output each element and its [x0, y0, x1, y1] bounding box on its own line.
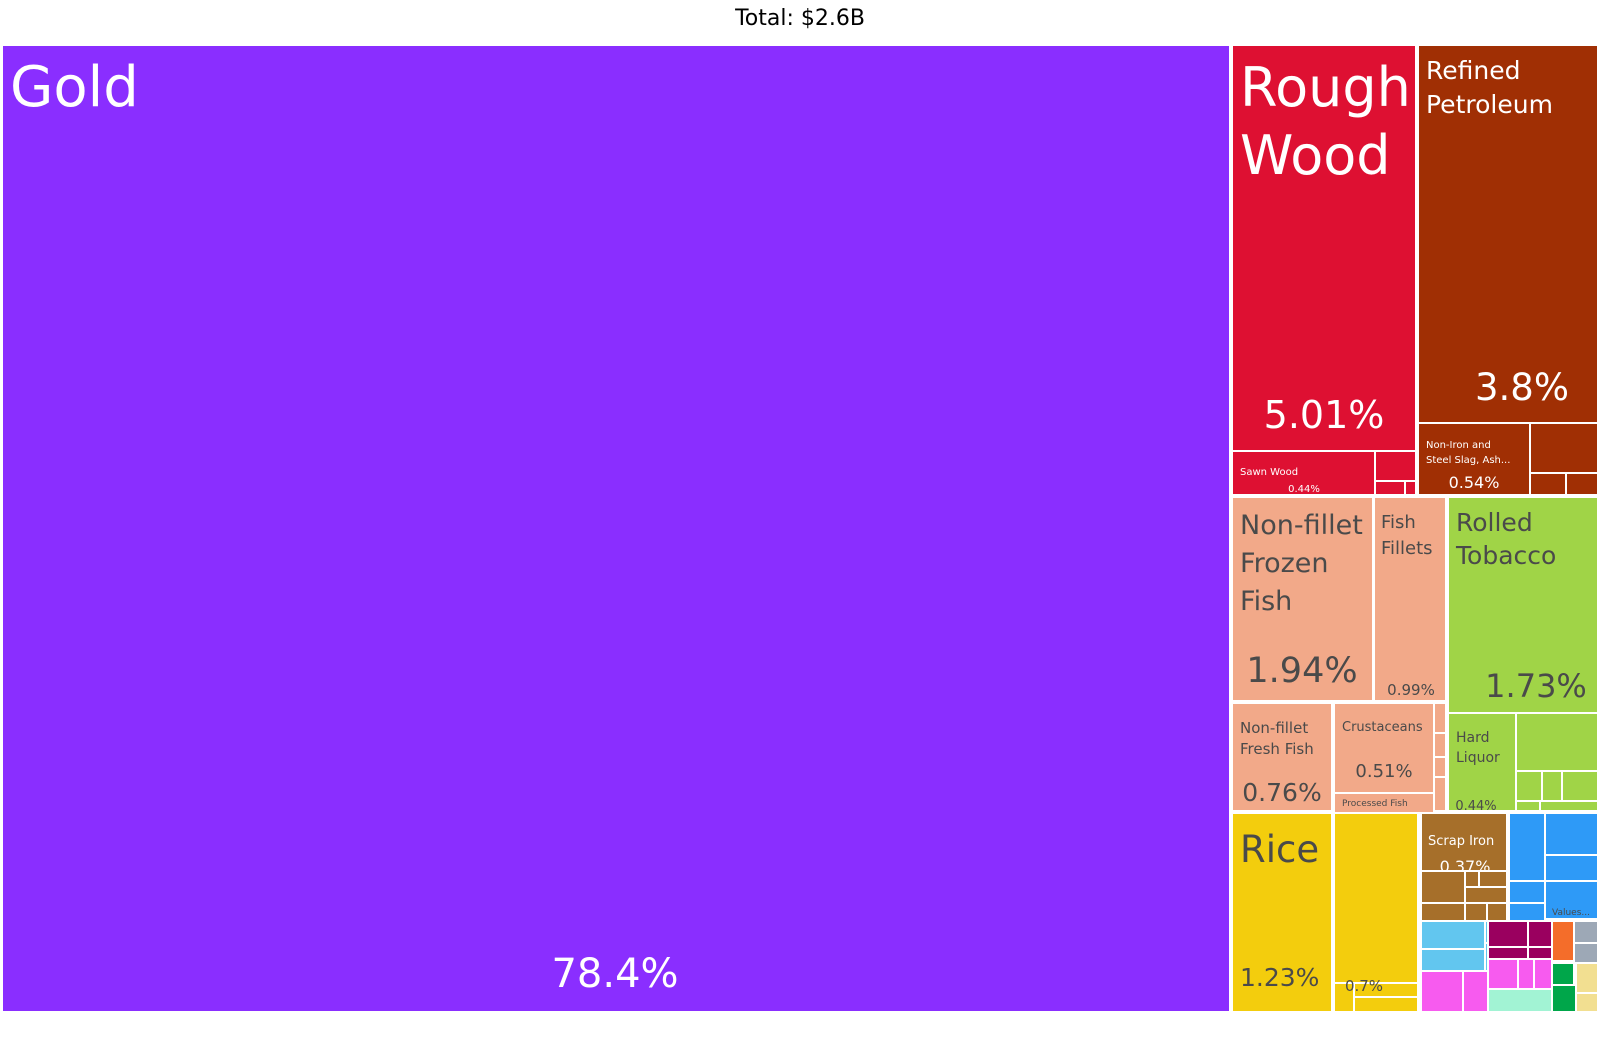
- tile-scrap-iron: [1420, 812, 1508, 872]
- label-hard-liquor-line1: Hard: [1456, 730, 1490, 746]
- tile-minor-20: [1231, 1011, 1234, 1014]
- tile-minor-33: [1420, 920, 1486, 950]
- tile-minor-39: [1487, 946, 1529, 960]
- chart-title: Total: $2.6B: [735, 6, 865, 31]
- value-non-iron-and-steel-slag-ash: 0.54%: [1449, 473, 1500, 492]
- label-rough-wood-line1: Rough: [1240, 56, 1411, 119]
- value-rough-wood: 5.01%: [1264, 393, 1385, 437]
- tile-minor-7: [1433, 732, 1447, 758]
- value-non-fillet-fresh-fish: 0.76%: [1242, 778, 1321, 807]
- tile-rolled-tobacco: [1447, 496, 1599, 714]
- tile-minor-52: [1573, 920, 1599, 944]
- tile-rough-wood: [1231, 44, 1417, 452]
- label-processed-fish-line1: Processed Fish: [1342, 799, 1408, 809]
- value-unlabeled-8: 0.7%: [1345, 977, 1383, 995]
- tile-minor-11: [1515, 770, 1543, 802]
- value-rolled-tobacco: 1.73%: [1485, 667, 1587, 705]
- value-fish-fillets: 0.99%: [1387, 681, 1435, 699]
- label-rolled-tobacco-line1: Rolled: [1456, 508, 1533, 537]
- tile-minor-49: [1551, 962, 1575, 986]
- value-crustaceans: 0.51%: [1355, 761, 1412, 782]
- tile-minor-38: [1527, 920, 1553, 948]
- label-non-fillet-fresh-fish-line1: Non-fillet: [1240, 719, 1308, 737]
- tile-minor-54: [1575, 962, 1599, 994]
- label-refined-petroleum-line2: Petroleum: [1426, 90, 1553, 119]
- tile-minor-19: [1353, 996, 1419, 1013]
- tile-gold: [1, 44, 1231, 1013]
- tile-non-fillet-frozen-fish: [1231, 496, 1374, 702]
- label-non-iron-and-steel-slag-ash-line1: Non-Iron and: [1426, 440, 1491, 451]
- tile-minor-29: [1544, 812, 1599, 856]
- tile-minor-12: [1541, 770, 1563, 802]
- tile-minor-26: [1464, 902, 1488, 922]
- tile-minor-43: [1487, 958, 1519, 990]
- tile-minor-14: [1515, 800, 1541, 812]
- value-gold: 78.4%: [551, 951, 678, 997]
- label-crustaceans-line1: Crustaceans: [1342, 720, 1423, 735]
- tile-minor-47: [1551, 920, 1575, 962]
- tile-minor-41: [1420, 970, 1464, 1013]
- label-non-fillet-frozen-fish-line2: Frozen: [1240, 548, 1329, 579]
- tile-non-fillet-fresh-fish: [1231, 702, 1333, 812]
- tile-minor-32: [1508, 902, 1546, 922]
- label-gold-line1: Gold: [10, 55, 139, 120]
- tile-minor-15: [1539, 800, 1599, 812]
- tile-unlabeled-8: [1333, 812, 1419, 984]
- tile-minor-25: [1420, 902, 1466, 922]
- label-rolled-tobacco-line2: Tobacco: [1455, 541, 1556, 570]
- value-rice: 1.23%: [1240, 963, 1319, 992]
- tile-minor-4: [1529, 472, 1567, 496]
- tile-minor-53: [1573, 942, 1599, 964]
- label-fish-fillets-line2: Fillets: [1381, 538, 1433, 559]
- label-non-fillet-frozen-fish-line3: Fish: [1240, 586, 1292, 617]
- label-fish-fillets-line1: Fish: [1381, 512, 1416, 533]
- tile-minor-55: [1575, 992, 1599, 1013]
- label-refined-petroleum-line1: Refined: [1426, 56, 1520, 85]
- tile-sawn-wood: [1231, 450, 1376, 496]
- value-hard-liquor: 0.44%: [1455, 799, 1496, 814]
- tile-minor-10: [1515, 712, 1599, 772]
- label-scrap-iron-line1: Scrap Iron: [1428, 834, 1494, 849]
- tile-non-iron-and-steel-slag-ash: [1417, 422, 1531, 496]
- label-sawn-wood-line1: Sawn Wood: [1240, 467, 1298, 478]
- tile-minor-2: [1404, 480, 1417, 496]
- tile-minor-34: [1420, 948, 1486, 972]
- tile-crustaceans: [1333, 702, 1435, 794]
- label-non-iron-and-steel-slag-ash-line2: Steel Slag, Ash...: [1426, 455, 1510, 466]
- label-rice-line1: Rice: [1240, 828, 1319, 871]
- label-hard-liquor-line2: Liquor: [1456, 750, 1500, 766]
- label-rough-wood-line2: Wood: [1240, 124, 1391, 187]
- value-refined-petroleum: 3.8%: [1475, 366, 1569, 409]
- tile-minor-40: [1527, 946, 1553, 960]
- tile-minor-46: [1487, 988, 1553, 1013]
- tile-minor-1: [1374, 480, 1406, 496]
- value-sawn-wood: 0.44%: [1288, 484, 1320, 495]
- tile-minor-13: [1561, 770, 1599, 802]
- tile-rice: [1231, 812, 1333, 1013]
- tile-minor-45: [1533, 958, 1553, 990]
- tile-minor-24: [1464, 886, 1508, 904]
- tile-minor-5: [1565, 472, 1599, 496]
- tile-minor-28: [1508, 812, 1546, 882]
- tile-minor-9: [1433, 776, 1447, 812]
- tile-minor-3: [1529, 422, 1599, 474]
- label-non-fillet-frozen-fish-line1: Non-fillet: [1240, 510, 1363, 541]
- label-values-line1: Values...: [1552, 908, 1590, 918]
- tile-minor-6: [1433, 702, 1447, 734]
- tile-minor-37: [1487, 920, 1529, 948]
- value-scrap-iron: 0.37%: [1440, 857, 1491, 876]
- tile-minor-31: [1508, 880, 1546, 904]
- tile-minor-42: [1462, 970, 1489, 1013]
- label-non-fillet-fresh-fish-line2: Fresh Fish: [1240, 740, 1314, 758]
- tile-refined-petroleum: [1417, 44, 1599, 424]
- tile-minor-44: [1517, 958, 1535, 990]
- tile-minor-8: [1433, 756, 1447, 778]
- tile-minor-0: [1374, 450, 1417, 482]
- tile-minor-30: [1544, 854, 1599, 882]
- tile-fish-fillets: [1373, 496, 1447, 702]
- tile-hard-liquor: [1447, 712, 1517, 812]
- tile-minor-27: [1486, 902, 1508, 922]
- value-non-fillet-frozen-fish: 1.94%: [1246, 651, 1357, 691]
